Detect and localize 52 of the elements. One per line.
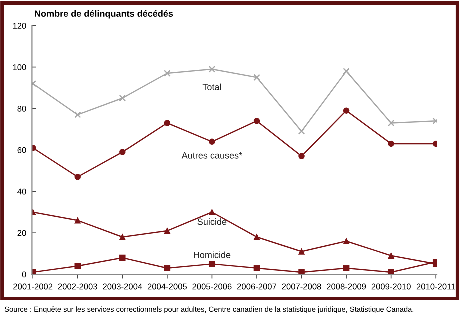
series-label: Suicide [198, 218, 227, 226]
point [388, 252, 394, 260]
point [343, 265, 350, 272]
y-tick-label: 120 [13, 23, 26, 29]
y-tick-label: 100 [13, 64, 26, 70]
point [254, 118, 260, 124]
point [343, 68, 350, 75]
point [298, 248, 305, 255]
point [209, 261, 216, 268]
x-tick-label: 2010-2011 [416, 284, 456, 290]
point [164, 228, 171, 234]
point [343, 108, 350, 114]
y-tick-label: 20 [18, 230, 26, 236]
point [254, 74, 260, 82]
point [254, 234, 260, 240]
point [209, 138, 216, 146]
point [119, 94, 126, 102]
y-axis-title: Nombre de délinquants décédés [35, 10, 174, 19]
x-tick-label: 2001-2002 [14, 284, 53, 290]
y-tick-label: 40 [18, 188, 26, 195]
point [74, 263, 81, 270]
y-tick-label: 0 [22, 272, 26, 278]
x-tick-label: 2006-2007 [237, 284, 276, 290]
point [74, 218, 81, 224]
point [298, 153, 305, 160]
point [388, 140, 394, 148]
x-tick-label: 2005-2006 [192, 284, 232, 290]
series-label: Total [202, 84, 222, 90]
series-label: Homicide [194, 252, 231, 258]
x-tick-label: 2004-2005 [148, 284, 188, 290]
point [74, 174, 81, 180]
point [120, 149, 126, 156]
series-label: Autres causes* [182, 152, 242, 159]
point [208, 66, 216, 73]
x-tick-label: 2002-2003 [58, 284, 98, 290]
point [388, 120, 395, 127]
point [120, 234, 126, 240]
y-tick-label: 80 [18, 106, 26, 112]
point [164, 120, 171, 126]
x-tick-label: 2009-2010 [372, 284, 411, 290]
point [209, 209, 216, 216]
point [254, 265, 260, 272]
point [298, 128, 306, 135]
y-tick-label: 60 [18, 147, 26, 154]
point [343, 238, 350, 245]
x-tick-label: 2003-2004 [103, 284, 142, 290]
x-tick-label: 2007-2008 [282, 284, 322, 290]
x-tick-label: 2008-2009 [327, 284, 366, 290]
point [120, 254, 126, 262]
point [164, 70, 171, 77]
point [164, 265, 171, 272]
point [74, 112, 82, 118]
